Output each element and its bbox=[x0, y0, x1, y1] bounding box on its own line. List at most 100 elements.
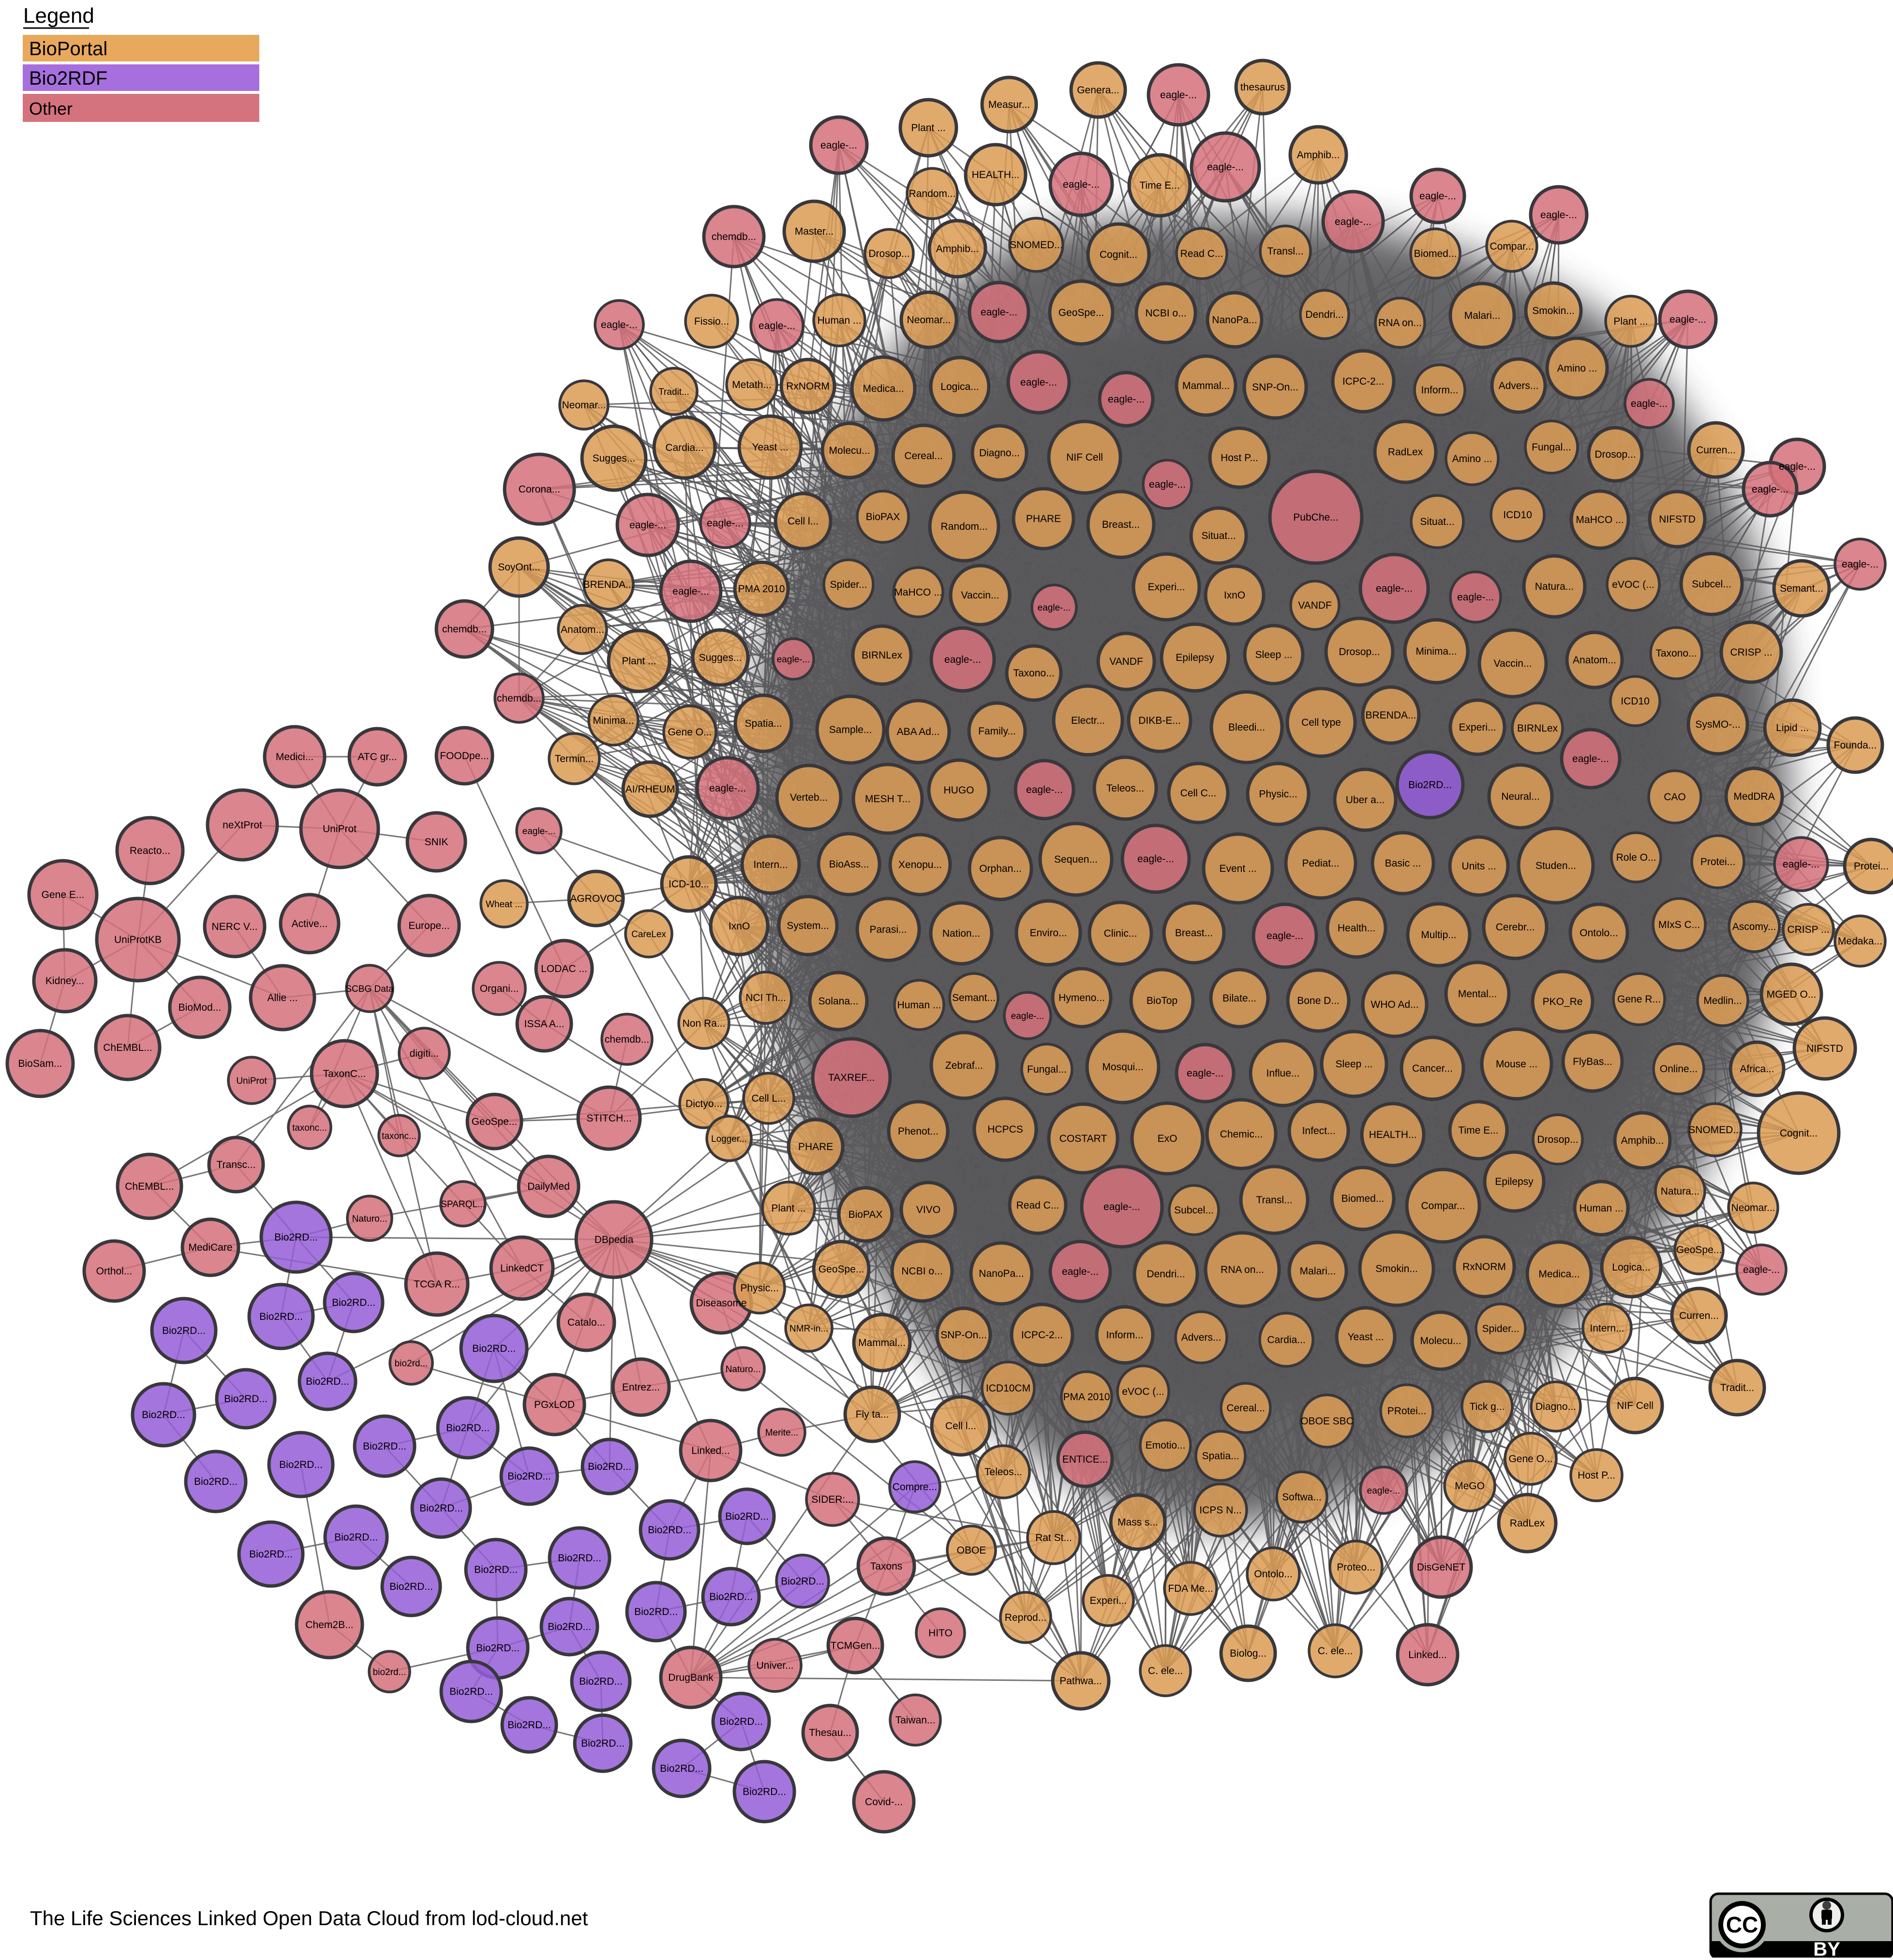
svg-text:eagle-...: eagle-... bbox=[629, 520, 666, 531]
svg-text:Cell l...: Cell l... bbox=[788, 516, 819, 527]
svg-text:eagle-...: eagle-... bbox=[1011, 1011, 1044, 1021]
svg-text:eagle-...: eagle-... bbox=[1631, 398, 1668, 409]
svg-text:GeoSpe...: GeoSpe... bbox=[1676, 1244, 1722, 1256]
svg-text:Amphib...: Amphib... bbox=[1297, 150, 1340, 161]
svg-text:Teleos...: Teleos... bbox=[984, 1466, 1022, 1478]
svg-text:PKO_Re: PKO_Re bbox=[1543, 996, 1583, 1007]
svg-text:Sleep ...: Sleep ... bbox=[1255, 649, 1292, 660]
svg-text:Family...: Family... bbox=[978, 726, 1016, 737]
svg-text:ICD-10...: ICD-10... bbox=[669, 879, 709, 890]
svg-text:Non Ra...: Non Ra... bbox=[683, 1018, 726, 1029]
svg-text:Units ...: Units ... bbox=[1461, 861, 1496, 872]
svg-text:DisGeNET: DisGeNET bbox=[1417, 1562, 1466, 1573]
svg-text:Bio2RD...: Bio2RD... bbox=[648, 1525, 691, 1536]
svg-text:Cognit...: Cognit... bbox=[1100, 249, 1137, 260]
svg-text:Compre...: Compre... bbox=[893, 1481, 937, 1493]
svg-text:Sample...: Sample... bbox=[829, 724, 872, 735]
svg-text:PubChe...: PubChe... bbox=[1293, 512, 1338, 523]
svg-text:Transl...: Transl... bbox=[1267, 246, 1303, 257]
svg-text:Reacto...: Reacto... bbox=[130, 845, 170, 856]
svg-text:Yeast ...: Yeast ... bbox=[1347, 1332, 1384, 1343]
svg-text:WHO Ad...: WHO Ad... bbox=[1371, 999, 1418, 1010]
svg-text:Biomed...: Biomed... bbox=[1341, 1193, 1385, 1204]
svg-text:HUGO: HUGO bbox=[944, 785, 974, 796]
svg-text:Bio2RD...: Bio2RD... bbox=[709, 1591, 753, 1602]
svg-text:Mouse ...: Mouse ... bbox=[1496, 1059, 1537, 1070]
svg-text:Fly ta...: Fly ta... bbox=[856, 1409, 889, 1420]
svg-text:BioPortal: BioPortal bbox=[29, 38, 107, 60]
svg-text:Ontolo...: Ontolo... bbox=[1254, 1569, 1292, 1580]
svg-text:taxonc...: taxonc... bbox=[292, 1123, 327, 1133]
svg-text:Bio2RD...: Bio2RD... bbox=[419, 1503, 463, 1514]
svg-text:Dendri...: Dendri... bbox=[1147, 1269, 1185, 1280]
svg-text:Semant...: Semant... bbox=[1780, 583, 1823, 594]
svg-text:eagle-...: eagle-... bbox=[522, 826, 556, 837]
svg-text:Protei...: Protei... bbox=[1854, 861, 1889, 872]
svg-text:HEALTH...: HEALTH... bbox=[1369, 1129, 1417, 1140]
svg-text:Bio2RD...: Bio2RD... bbox=[579, 1676, 623, 1687]
svg-text:Gene E...: Gene E... bbox=[42, 889, 85, 900]
svg-text:Curren...: Curren... bbox=[1679, 1310, 1719, 1321]
svg-text:Nation...: Nation... bbox=[942, 928, 980, 939]
svg-text:Metath...: Metath... bbox=[732, 379, 772, 390]
svg-text:Online...: Online... bbox=[1660, 1063, 1698, 1075]
svg-text:Minima...: Minima... bbox=[1416, 646, 1457, 657]
svg-text:TAXREF...: TAXREF... bbox=[828, 1072, 875, 1083]
svg-text:Cell l...: Cell l... bbox=[945, 1421, 976, 1432]
svg-text:Orthol...: Orthol... bbox=[96, 1266, 133, 1277]
svg-text:BioMod...: BioMod... bbox=[179, 1002, 222, 1013]
svg-text:SoyOnt...: SoyOnt... bbox=[498, 562, 540, 573]
svg-text:Cell C...: Cell C... bbox=[1180, 788, 1217, 799]
svg-text:eagle-...: eagle-... bbox=[1062, 1266, 1099, 1277]
svg-text:Proteo...: Proteo... bbox=[1337, 1562, 1375, 1573]
svg-text:Multip...: Multip... bbox=[1421, 929, 1457, 941]
svg-text:Random...: Random... bbox=[909, 188, 956, 199]
svg-text:Diagno...: Diagno... bbox=[1535, 1401, 1576, 1412]
svg-text:digiti...: digiti... bbox=[410, 1048, 439, 1059]
svg-text:ChEMBL...: ChEMBL... bbox=[103, 1042, 152, 1053]
svg-text:RadLex: RadLex bbox=[1388, 447, 1423, 458]
svg-text:Malari...: Malari... bbox=[1300, 1266, 1336, 1277]
svg-text:Bio2RD...: Bio2RD... bbox=[249, 1549, 293, 1560]
svg-text:Fissio...: Fissio... bbox=[694, 316, 729, 327]
svg-text:Time E...: Time E... bbox=[1458, 1125, 1498, 1136]
svg-text:Fungal...: Fungal... bbox=[1027, 1064, 1067, 1075]
svg-text:Minima...: Minima... bbox=[593, 715, 634, 726]
svg-text:Epilepsy: Epilepsy bbox=[1495, 1176, 1534, 1187]
svg-text:Bio2RD...: Bio2RD... bbox=[162, 1325, 206, 1336]
svg-text:Inform...: Inform... bbox=[1421, 385, 1458, 396]
svg-text:Europe...: Europe... bbox=[408, 920, 449, 931]
svg-text:Plant ...: Plant ... bbox=[771, 1203, 805, 1214]
svg-text:NCBI o...: NCBI o... bbox=[1145, 308, 1186, 319]
svg-text:CRISP ...: CRISP ... bbox=[1730, 647, 1772, 658]
svg-text:Bio2RD...: Bio2RD... bbox=[476, 1643, 520, 1654]
svg-text:Mosqui...: Mosqui... bbox=[1102, 1062, 1143, 1073]
svg-text:Bio2RD...: Bio2RD... bbox=[725, 1511, 769, 1522]
svg-text:Cereal...: Cereal... bbox=[1226, 1403, 1265, 1414]
svg-text:Logger...: Logger... bbox=[711, 1134, 747, 1144]
svg-text:Gene O...: Gene O... bbox=[1508, 1453, 1552, 1465]
svg-text:Lipid ...: Lipid ... bbox=[1776, 722, 1809, 733]
svg-text:Bio2RD...: Bio2RD... bbox=[474, 1564, 518, 1575]
svg-text:SCBG Data: SCBG Data bbox=[345, 984, 394, 994]
svg-text:GeoSpe...: GeoSpe... bbox=[472, 1116, 518, 1127]
svg-text:Studen...: Studen... bbox=[1535, 860, 1576, 871]
svg-text:C. ele...: C. ele... bbox=[1148, 1665, 1183, 1676]
svg-text:Bio2RD...: Bio2RD... bbox=[719, 1716, 763, 1727]
svg-text:GeoSpe...: GeoSpe... bbox=[819, 1264, 865, 1275]
svg-text:LinkedCT: LinkedCT bbox=[500, 1263, 544, 1274]
svg-text:Spider...: Spider... bbox=[830, 579, 867, 590]
svg-text:Parasi...: Parasi... bbox=[869, 924, 907, 935]
svg-text:Naturo...: Naturo... bbox=[726, 1364, 761, 1375]
svg-text:Sugges...: Sugges... bbox=[699, 652, 742, 663]
svg-text:Master...: Master... bbox=[795, 226, 834, 237]
svg-text:PMA 2010: PMA 2010 bbox=[1063, 1391, 1110, 1403]
svg-text:Medlin...: Medlin... bbox=[1703, 995, 1742, 1006]
svg-text:Sugges...: Sugges... bbox=[593, 453, 636, 464]
svg-text:Active...: Active... bbox=[292, 918, 328, 929]
svg-text:BRENDA...: BRENDA... bbox=[583, 579, 634, 590]
svg-text:BioAss...: BioAss... bbox=[829, 859, 869, 870]
svg-text:Diseasome: Diseasome bbox=[696, 1298, 746, 1309]
svg-text:SNIK: SNIK bbox=[424, 837, 448, 848]
svg-text:MaHCO ...: MaHCO ... bbox=[1576, 514, 1624, 525]
